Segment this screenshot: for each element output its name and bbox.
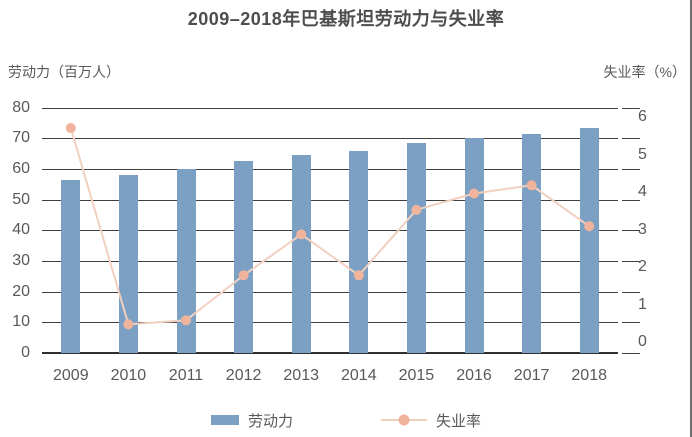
x-tick-label: 2018 — [571, 367, 607, 384]
y-tick-label-right: 5 — [638, 145, 647, 163]
right-axis-tick — [622, 230, 640, 232]
x-tick-label: 2010 — [110, 367, 147, 384]
y-tick-label-right: 2 — [638, 258, 647, 275]
laborforce-bar — [234, 161, 254, 353]
y-tick-label-left: 50 — [12, 190, 30, 208]
laborforce-bar — [579, 127, 599, 353]
unemployment-point — [584, 221, 595, 232]
gridline — [42, 260, 618, 262]
right-axis-tick — [622, 260, 640, 262]
y-tick-label-right: 0 — [638, 333, 647, 350]
unemployment-point — [181, 315, 191, 326]
x-tick-label: 2015 — [398, 367, 435, 384]
x-tick-label: 2011 — [168, 367, 204, 384]
left-axis-unit-label: 劳动力（百万人） — [8, 64, 120, 80]
right-axis-tick — [622, 138, 640, 140]
right-axis-unit-label: 失业率（%） — [603, 64, 686, 80]
x-axis-line — [42, 352, 618, 354]
gridline — [42, 107, 618, 109]
right-axis-tick — [622, 168, 640, 170]
right-axis-tick — [622, 107, 640, 109]
gridline — [42, 230, 618, 232]
right-axis-tick — [622, 291, 640, 293]
legend-label-unemployment: 失业率 — [436, 412, 482, 430]
y-tick-label-left: 60 — [12, 159, 30, 177]
unemployment-point — [469, 188, 479, 199]
legend-label-laborforce: 劳动力 — [247, 412, 293, 430]
x-tick-label: 2012 — [225, 367, 262, 384]
laborforce-bar — [176, 168, 196, 353]
laborforce-bar — [61, 179, 81, 353]
x-tick-label: 2013 — [283, 367, 319, 384]
unemployment-point — [238, 270, 249, 281]
gridline — [42, 168, 618, 170]
right-axis-tick — [622, 353, 640, 354]
y-tick-label-left: 20 — [12, 282, 30, 300]
y-tick-label-left: 10 — [12, 313, 30, 331]
unemployment-line — [69, 127, 590, 326]
line-dot-swatch-dot — [398, 414, 410, 426]
y-tick-label-right: 4 — [638, 183, 647, 200]
y-tick-label-right: 6 — [638, 108, 647, 125]
x-tick-label: 2014 — [341, 367, 377, 384]
y-tick-label-left: 30 — [12, 251, 30, 269]
unemployment-point — [411, 204, 422, 215]
x-tick-label: 2009 — [53, 367, 89, 384]
chart-title: 2009–2018年巴基斯坦劳动力与失业率 — [187, 9, 505, 29]
x-tick-label: 2016 — [456, 367, 492, 384]
right-axis-tick — [622, 199, 640, 201]
y-tick-label-right: 3 — [638, 220, 647, 238]
gridline — [42, 138, 618, 140]
gridline — [42, 322, 618, 324]
unemployment-point — [123, 319, 134, 330]
unemployment-point — [65, 123, 76, 134]
y-tick-label-left: 40 — [12, 221, 30, 239]
y-tick-label-left: 70 — [12, 129, 30, 147]
unemployment-point — [526, 180, 537, 191]
line-dot-swatch-icon — [381, 414, 427, 426]
y-tick-label-right: 1 — [638, 295, 647, 313]
x-tick-label: 2017 — [513, 367, 550, 384]
image-right-border — [690, 0, 692, 437]
right-axis-tick — [622, 322, 640, 324]
legend: 劳动力 失业率 — [0, 407, 692, 433]
gridline — [42, 291, 618, 293]
unemployment-point — [353, 270, 364, 281]
y-tick-label-left: 0 — [21, 344, 30, 361]
gridline — [42, 199, 618, 201]
bar-swatch-icon — [210, 415, 239, 425]
legend-item-laborforce: 劳动力 — [210, 410, 293, 431]
unemployment-point — [296, 229, 307, 240]
legend-item-unemployment: 失业率 — [381, 410, 481, 431]
y-tick-label-left: 80 — [12, 98, 30, 116]
laborforce-bar — [349, 150, 369, 353]
laborforce-bar — [406, 142, 426, 353]
laborforce-bar — [291, 155, 311, 353]
